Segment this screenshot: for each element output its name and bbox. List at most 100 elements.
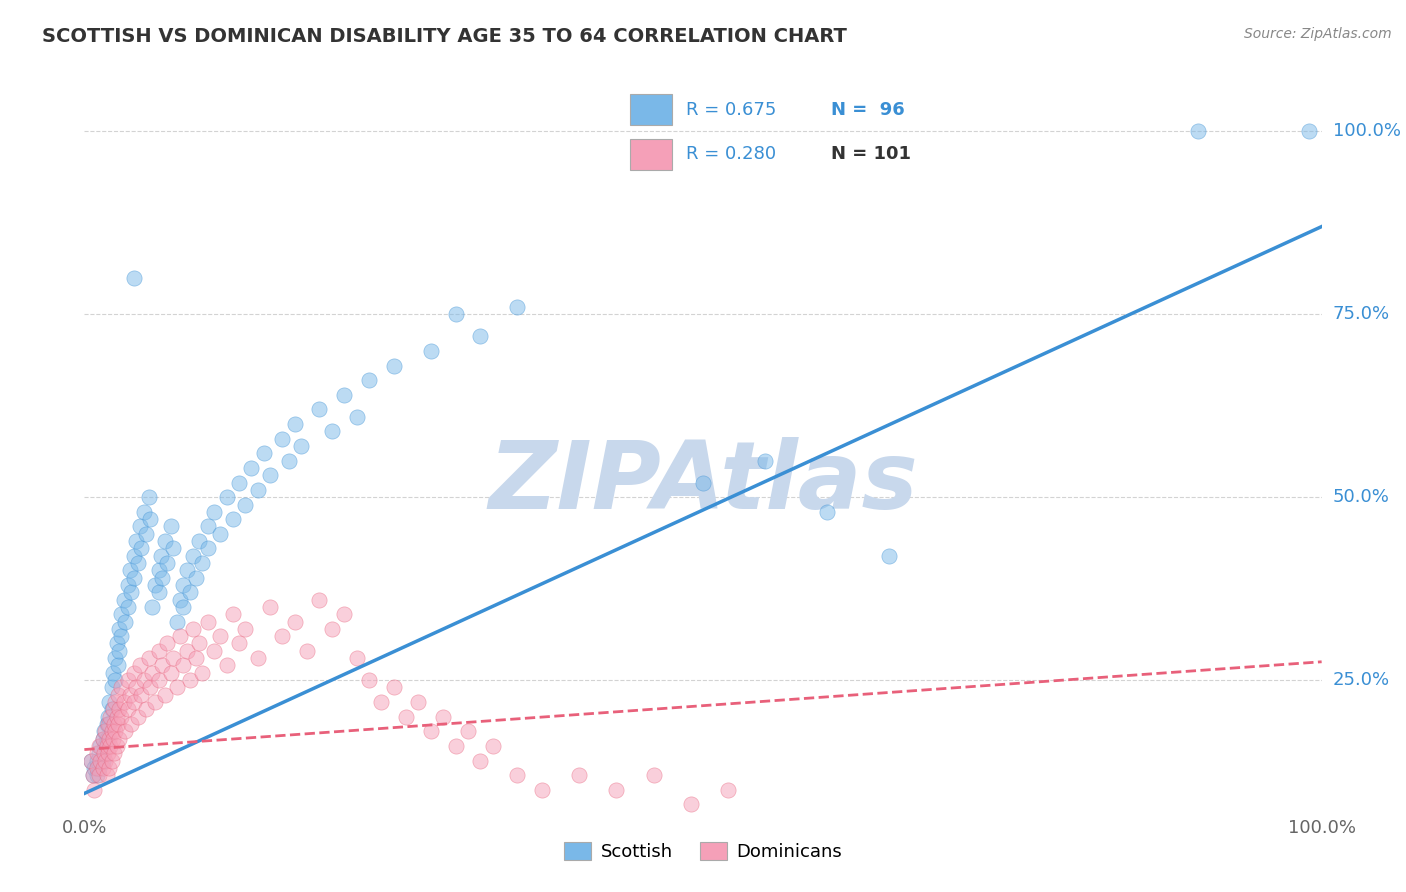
Point: [143, 695, 166, 709]
Point: [96, 717, 118, 731]
Point: [139, 681, 162, 695]
Point: [370, 695, 392, 709]
Point: [105, 709, 128, 723]
Point: [101, 702, 124, 716]
Point: [86, 761, 108, 775]
Point: [86, 746, 108, 760]
Point: [160, 519, 183, 533]
Point: [160, 665, 183, 680]
Point: [120, 563, 142, 577]
Point: [86, 754, 108, 768]
Point: [271, 432, 294, 446]
Point: [117, 702, 139, 716]
Point: [100, 702, 122, 716]
Point: [197, 541, 219, 556]
Point: [98, 739, 121, 753]
Point: [108, 644, 131, 658]
Text: 50.0%: 50.0%: [1333, 488, 1389, 506]
Point: [141, 599, 163, 614]
Point: [181, 622, 204, 636]
Point: [110, 629, 132, 643]
Point: [277, 453, 299, 467]
Point: [188, 534, 211, 549]
Point: [122, 695, 145, 709]
Point: [679, 797, 702, 812]
Point: [101, 731, 124, 746]
Point: [754, 453, 776, 467]
Point: [357, 673, 380, 687]
Point: [215, 490, 238, 504]
Point: [103, 717, 125, 731]
Point: [100, 681, 122, 695]
Point: [120, 688, 142, 702]
Point: [104, 673, 127, 687]
Point: [179, 673, 201, 687]
Point: [100, 724, 122, 739]
Point: [89, 754, 111, 768]
Point: [717, 782, 740, 797]
Point: [89, 739, 111, 753]
Point: [321, 622, 343, 636]
Point: [122, 549, 145, 563]
Point: [89, 761, 111, 775]
Point: [197, 615, 219, 629]
Point: [82, 768, 104, 782]
Point: [179, 585, 201, 599]
Point: [143, 578, 166, 592]
Point: [246, 483, 269, 497]
Point: [138, 490, 160, 504]
Point: [108, 702, 131, 716]
Point: [83, 761, 105, 775]
Point: [89, 739, 111, 753]
Point: [215, 658, 238, 673]
Point: [96, 731, 118, 746]
Point: [419, 724, 441, 739]
Point: [246, 651, 269, 665]
Point: [166, 615, 188, 629]
Point: [432, 709, 454, 723]
Point: [172, 658, 194, 673]
Point: [129, 541, 152, 556]
Point: [209, 629, 232, 643]
Point: [346, 409, 368, 424]
Point: [94, 724, 117, 739]
Point: [97, 709, 120, 723]
Point: [138, 651, 160, 665]
Point: [181, 549, 204, 563]
Point: [228, 475, 250, 490]
Point: [129, 658, 152, 673]
Point: [148, 563, 170, 577]
Point: [176, 644, 198, 658]
Point: [93, 746, 115, 760]
Point: [91, 754, 114, 768]
Point: [284, 615, 307, 629]
Text: ZIPAtlas: ZIPAtlas: [488, 436, 918, 529]
Point: [408, 695, 430, 709]
Point: [98, 761, 121, 775]
Point: [605, 782, 627, 797]
Point: [382, 681, 405, 695]
Point: [127, 709, 149, 723]
Point: [169, 592, 191, 607]
Point: [156, 636, 179, 650]
Point: [233, 622, 256, 636]
Point: [333, 607, 356, 622]
Point: [129, 519, 152, 533]
Point: [222, 607, 245, 622]
Point: [98, 731, 121, 746]
Point: [107, 658, 129, 673]
Point: [110, 607, 132, 622]
Point: [101, 665, 124, 680]
Point: [129, 688, 152, 702]
Point: [457, 724, 479, 739]
Point: [112, 592, 135, 607]
Point: [79, 754, 101, 768]
Point: [444, 739, 467, 753]
Point: [184, 571, 207, 585]
Point: [321, 425, 343, 439]
Point: [91, 761, 114, 775]
Point: [120, 717, 142, 731]
Point: [104, 651, 127, 665]
Point: [233, 498, 256, 512]
Point: [86, 768, 108, 782]
